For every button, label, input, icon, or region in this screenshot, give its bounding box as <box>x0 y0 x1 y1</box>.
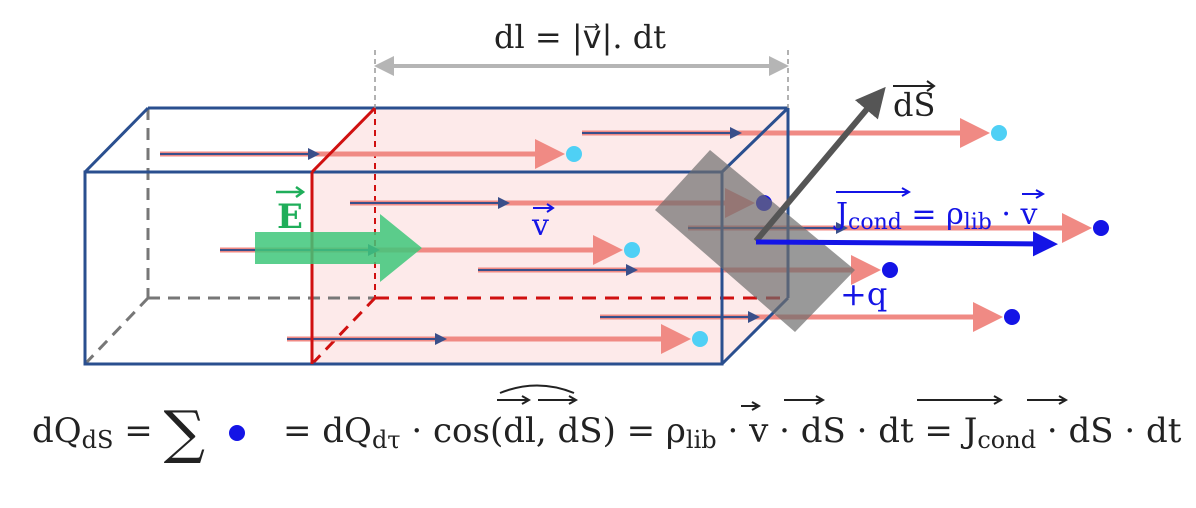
current-density-arrow <box>755 231 1058 257</box>
charge-carrier <box>624 242 640 258</box>
dS-vector-arrow <box>893 80 936 92</box>
v-vector-arrow <box>533 203 555 213</box>
E-vector-arrowhead <box>295 185 306 199</box>
hidden-edge <box>83 296 150 366</box>
slice-edges <box>310 106 377 364</box>
electric-field-arrow <box>255 214 422 282</box>
charge-label: +q <box>840 275 887 313</box>
charge-symbol <box>229 425 245 441</box>
formula-vector-arrows <box>497 384 1069 411</box>
dl-label: dl = |v⃗|. dt <box>494 18 666 56</box>
E-label: E <box>277 197 303 237</box>
charge-flux-formula: dQdS = ∑ <box>32 398 205 466</box>
charge-carrier <box>1093 220 1109 236</box>
slice-hidden-edge <box>310 296 377 366</box>
charge-carrier <box>991 125 1007 141</box>
J-label: Jcond = ρlib · v <box>833 197 1037 235</box>
charge-flux-formula-rhs: = dQdτ · cos(dl, dS) = ρlib · v · dS · d… <box>283 411 1182 454</box>
v-vector-arrow <box>1022 189 1046 199</box>
J-vector-arrow <box>836 187 912 197</box>
charge-carrier <box>1004 309 1020 325</box>
charge-carrier <box>692 331 708 347</box>
surface-element <box>655 150 855 332</box>
dS-normal-arrow <box>753 86 886 243</box>
dS-label: dS <box>893 86 935 124</box>
charge-carrier <box>566 146 582 162</box>
charge-carrier <box>882 262 898 278</box>
v-label: v <box>531 208 549 243</box>
